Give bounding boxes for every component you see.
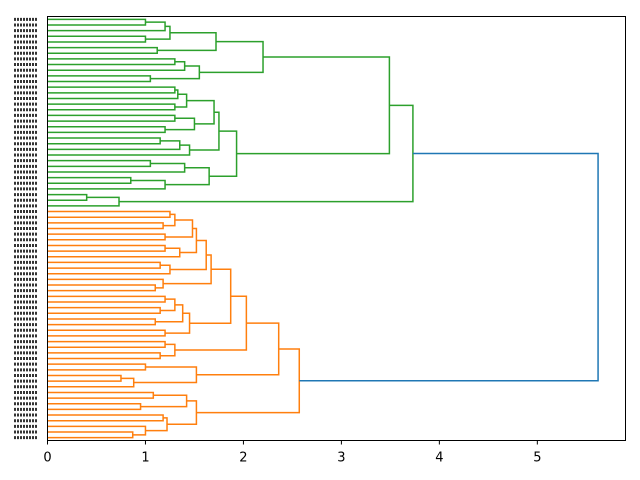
dendrogram-link — [47, 222, 164, 230]
dendrogram-link — [47, 60, 186, 71]
dendrogram-link — [47, 159, 152, 168]
dendrogram-link — [47, 295, 166, 303]
dendrogram-link — [155, 304, 184, 323]
dendrogram-link — [47, 35, 147, 43]
dendrogram-link — [47, 18, 147, 26]
dendrogram-link — [47, 75, 152, 83]
dendrogram-link — [47, 391, 155, 399]
dendrogram-link — [47, 58, 176, 66]
dendrogram-link — [47, 340, 166, 348]
dendrogram-link — [47, 318, 157, 326]
dendrogram-link — [163, 213, 176, 227]
dendrogram-link — [47, 210, 171, 218]
dendrogram-link — [47, 261, 161, 269]
dendrogram-link — [47, 140, 181, 151]
x-tick-label: 1 — [141, 451, 149, 466]
dendrogram-link — [47, 284, 157, 292]
dendrogram-link — [160, 298, 176, 312]
dendrogram-link — [47, 21, 166, 32]
x-tick-label: 4 — [435, 451, 443, 466]
dendrogram-link — [163, 254, 212, 285]
dendrogram-link — [47, 244, 166, 252]
dendrogram-link — [150, 65, 201, 80]
leaf-labels — [14, 17, 38, 440]
dendrogram-link — [236, 56, 391, 155]
dendrogram-link — [133, 366, 198, 384]
x-tick-label: 2 — [239, 451, 247, 466]
dendrogram-link — [189, 268, 232, 324]
dendrogram-link — [47, 196, 120, 207]
dendrogram-link — [140, 394, 188, 408]
dendrogram-link — [47, 89, 179, 100]
x-axis: 0 1 2 3 4 5 — [43, 440, 541, 466]
dendrogram-link — [47, 114, 176, 122]
dendrogram-link — [47, 377, 135, 388]
dendrogram-link — [47, 278, 164, 289]
dendrogram-link — [47, 374, 122, 382]
dendrogram-link — [174, 93, 188, 108]
x-tick-label: 5 — [533, 451, 541, 466]
dendrogram-link — [47, 414, 164, 422]
x-tick-label: 0 — [43, 451, 51, 466]
dendrogram-link — [196, 348, 301, 414]
dendrogram-link — [47, 162, 186, 173]
dendrogram-link — [47, 247, 181, 258]
dendrogram-link — [47, 329, 166, 337]
dendrogram-link — [179, 227, 198, 254]
dendrogram-link — [160, 343, 176, 357]
dendrogram-link — [299, 152, 599, 382]
dendrogram-link — [47, 264, 171, 275]
dendrogram-link — [47, 103, 176, 111]
dendrogram-link — [47, 193, 88, 201]
dendrogram-link — [165, 117, 196, 131]
dendrogram-link — [169, 239, 207, 271]
dendrogram-link — [157, 32, 217, 52]
dendrogram-link — [47, 176, 132, 185]
dendrogram-link — [145, 25, 171, 40]
dendrogram-link — [186, 99, 215, 125]
plot-frame — [47, 16, 626, 441]
dendrogram-link — [47, 86, 176, 94]
dendrogram-link — [209, 130, 238, 177]
dendrogram-link — [165, 312, 191, 334]
dendrogram-link — [165, 166, 210, 186]
dendrogram-link — [47, 363, 147, 371]
dendrogram-link — [174, 295, 248, 351]
dendrogram-link — [47, 233, 166, 241]
dendrogram-link — [199, 40, 264, 74]
dendrogram-link — [47, 306, 161, 315]
dendrogram-link — [167, 400, 198, 425]
x-tick-label: 3 — [337, 451, 345, 466]
dendrogram-link — [196, 322, 280, 376]
dendrogram-link — [47, 137, 161, 145]
dendrogram-link — [47, 352, 161, 360]
dendrogram-link — [47, 179, 166, 190]
dendrogram-link — [47, 46, 158, 54]
dendrogram-link — [47, 125, 166, 134]
dendrogram-link — [47, 403, 142, 411]
dendrogram-links — [47, 18, 599, 439]
dendrogram-link — [47, 425, 147, 436]
dendrogram-link — [165, 219, 194, 238]
dendrogram-link — [47, 431, 134, 439]
